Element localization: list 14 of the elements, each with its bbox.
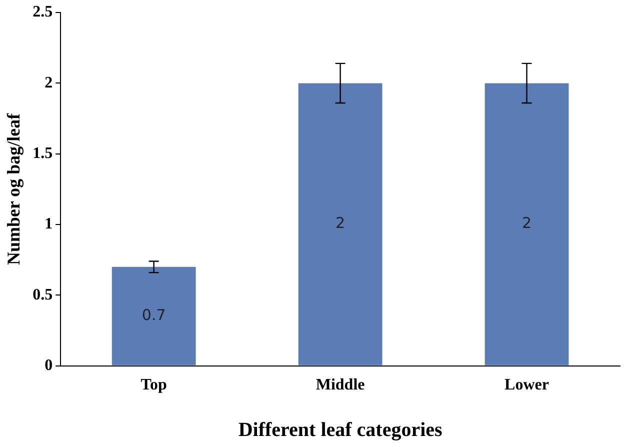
x-tick-label: Top: [140, 376, 167, 394]
y-tick-label: 2: [44, 74, 53, 92]
data-label: 2: [336, 214, 346, 232]
y-tick-label: 1: [44, 216, 53, 233]
y-axis-title: Number og bag/leaf: [3, 112, 24, 266]
y-tick-label: 2.5: [32, 4, 53, 21]
y-tick-label: 0.5: [32, 286, 53, 304]
data-label: 2: [522, 214, 532, 232]
x-tick-label: Middle: [316, 376, 365, 394]
y-tick-label: 0: [44, 356, 53, 374]
data-label: 0.7: [142, 306, 166, 324]
y-tick-label: 1.5: [32, 145, 53, 162]
x-tick-label: Lower: [504, 376, 549, 394]
x-axis-title: Different leaf categories: [238, 419, 442, 442]
